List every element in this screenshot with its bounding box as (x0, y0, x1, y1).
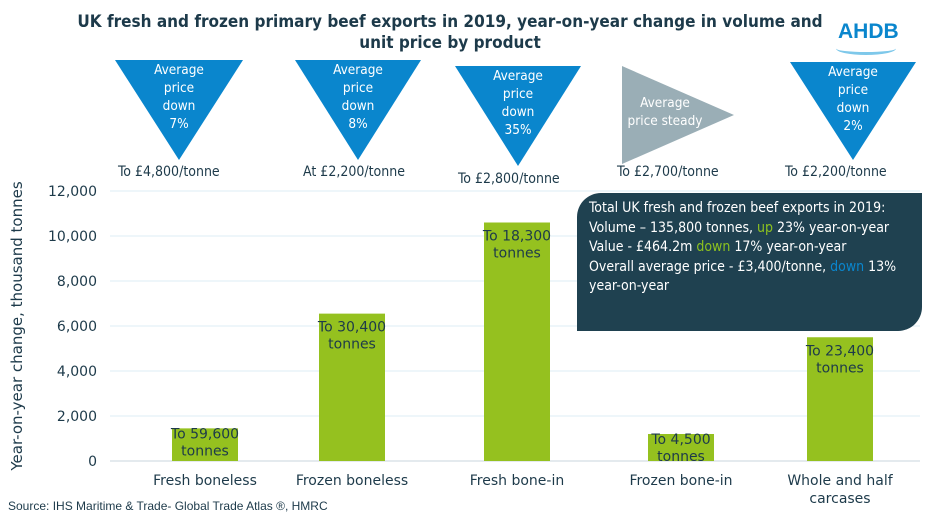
data-label: tonnes (493, 246, 541, 262)
note-volume: Volume – 135,800 tonnes, up 23% year-on-… (589, 219, 910, 239)
price-change-line: price (342, 80, 374, 96)
x-tick-label: Fresh boneless (153, 473, 257, 489)
logo-wave-icon (836, 42, 896, 55)
data-label: To 18,300 (482, 229, 551, 245)
y-tick-label: 8,000 (57, 274, 97, 290)
price-change-line: Average (640, 95, 690, 111)
y-tick-label: 12,000 (48, 184, 97, 200)
price-change-text: Average price down 2% (790, 63, 916, 135)
price-change-line: 8% (348, 116, 368, 132)
price-change-text: Average price down 35% (455, 67, 581, 139)
price-change-line: price (502, 86, 534, 102)
price-change-line: down (162, 98, 196, 114)
unit-price-label: To £2,200/tonne (785, 164, 887, 180)
unit-price-label: To £2,700/tonne (617, 164, 719, 180)
price-change-line: price (163, 80, 195, 96)
bar-4 (807, 337, 873, 461)
bar-1 (319, 313, 385, 461)
note-value-text: Value - £464.2m (589, 239, 697, 255)
note-price: Overall average price - £3,400/tonne, do… (589, 258, 910, 297)
price-change-line: Average (828, 64, 878, 80)
note-price-change: 13% year-on-year (589, 258, 897, 295)
bar-2 (484, 222, 550, 461)
note-price-down: down (830, 258, 865, 275)
data-label: To 30,400 (317, 320, 386, 336)
data-label: tonnes (328, 337, 376, 353)
data-label: tonnes (816, 360, 864, 376)
price-change-text: Average price down 8% (295, 61, 421, 133)
unit-price-label: To £2,800/tonne (458, 171, 560, 187)
y-tick-label: 0 (88, 454, 97, 470)
price-change-line: Average (154, 62, 204, 78)
data-label: tonnes (181, 443, 229, 459)
price-change-line: down (341, 98, 375, 114)
x-tick-label: Frozen boneless (296, 473, 408, 489)
y-tick-label: 4,000 (57, 364, 97, 380)
y-axis-label: Year-on-year change, thousand tonnes (8, 181, 26, 471)
price-change-text: Average price steady (614, 94, 716, 130)
data-label: To 4,500 (650, 432, 710, 448)
note-volume-up: up (757, 219, 774, 236)
note-value: Value - £464.2m down 17% year-on-year (589, 238, 910, 258)
x-tick-label: Frozen bone-in (629, 473, 732, 489)
note-value-change: 17% year-on-year (730, 239, 847, 255)
price-change-line: down (501, 104, 535, 120)
x-tick-label: carcases (809, 491, 870, 507)
bar-0 (172, 428, 238, 461)
note-line1: Total UK fresh and frozen beef exports i… (589, 200, 886, 216)
y-tick-label: 6,000 (57, 319, 97, 335)
price-change-line: price (837, 82, 869, 98)
data-label: tonnes (657, 449, 705, 465)
price-change-line: Average (493, 68, 543, 84)
price-change-line: price steady (627, 113, 703, 129)
note-value-down: down (696, 239, 731, 255)
x-tick-label: Whole and half (787, 473, 893, 489)
x-tick-label: Fresh bone-in (470, 473, 564, 489)
note-volume-change: 23% year-on-year (773, 219, 890, 236)
price-change-text: Average price down 7% (115, 61, 243, 133)
price-change-line: Average (333, 62, 383, 78)
data-label: To 23,400 (805, 343, 874, 359)
chart-title: UK fresh and frozen primary beef exports… (77, 12, 823, 53)
price-change-line: 7% (169, 116, 189, 132)
ahdb-logo: AHDB (838, 20, 899, 43)
price-change-line: 2% (843, 118, 863, 134)
data-label: To 59,600 (170, 426, 239, 442)
note-price-text: Overall average price - £3,400/tonne, (589, 258, 831, 275)
y-tick-label: 2,000 (57, 409, 97, 425)
unit-price-label: At £2,200/tonne (303, 164, 405, 180)
summary-note: Total UK fresh and frozen beef exports i… (577, 193, 922, 331)
note-volume-text: Volume – 135,800 tonnes, (589, 219, 758, 236)
bar-3 (648, 434, 714, 461)
y-tick-label: 10,000 (48, 229, 97, 245)
price-change-line: 35% (504, 122, 532, 138)
source-note: Source: IHS Maritime & Trade- Global Tra… (8, 499, 328, 513)
unit-price-label: To £4,800/tonne (118, 164, 220, 180)
price-change-line: down (836, 100, 870, 116)
